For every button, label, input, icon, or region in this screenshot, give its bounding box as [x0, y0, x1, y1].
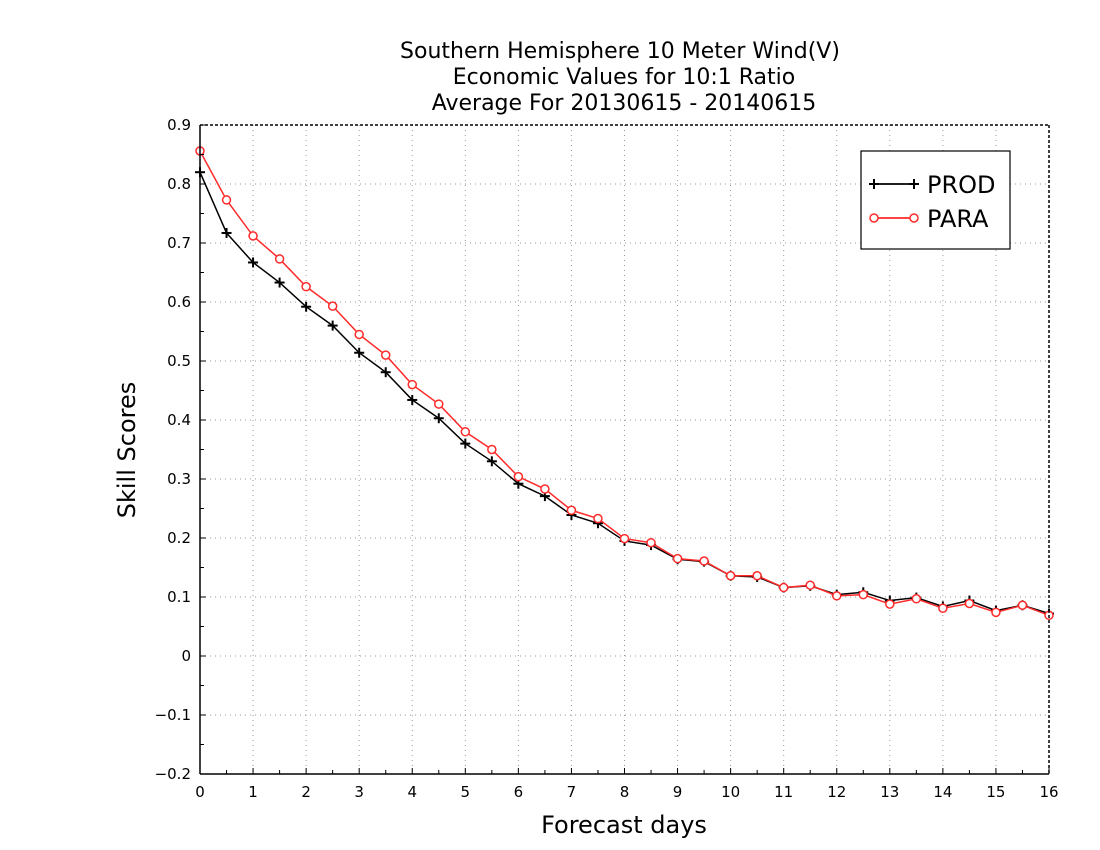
x-tick-label: 13: [880, 783, 899, 801]
data-point-para: [832, 591, 842, 601]
x-tick-label: 6: [514, 783, 524, 801]
chart-title-line-2: Economic Values for 10:1 Ratio: [453, 65, 795, 90]
series-layer: [195, 146, 1054, 621]
x-tick-label: 4: [407, 783, 417, 801]
data-point-prod: [327, 320, 338, 331]
x-tick-label: 5: [461, 783, 471, 801]
data-point-para: [460, 427, 471, 437]
data-point-para: [301, 281, 311, 292]
y-tick-label: 0.5: [167, 352, 191, 370]
chart-title-line-3: Average For 20130615 - 20140615: [432, 91, 817, 116]
y-tick-label: 0.1: [167, 588, 191, 606]
y-tick-label: 0.4: [167, 411, 191, 429]
data-point-para: [221, 195, 232, 205]
x-tick-label: 7: [567, 783, 577, 801]
data-point-prod: [433, 413, 444, 424]
data-point-para: [991, 607, 1001, 618]
data-point-para: [487, 444, 497, 455]
data-point-para: [964, 598, 975, 609]
legend-marker-prod: [909, 179, 919, 189]
data-point-prod: [380, 367, 391, 378]
y-tick-label: 0.6: [167, 293, 191, 311]
y-tick-label: −0.2: [155, 765, 191, 783]
legend: PROD PARA: [860, 150, 1011, 250]
data-point-para: [725, 571, 736, 581]
data-point-para: [699, 556, 709, 566]
x-axis-label: Forecast days: [541, 811, 707, 839]
legend-marker-para: [869, 213, 879, 223]
data-point-para: [274, 254, 285, 264]
data-point-para: [248, 231, 258, 241]
chart-title-line-1: Southern Hemisphere 10 Meter Wind(V): [400, 39, 840, 64]
data-point-para: [752, 571, 762, 581]
data-point-para: [434, 399, 444, 409]
data-point-para: [380, 350, 391, 360]
data-point-prod: [460, 438, 471, 449]
data-point-para: [885, 599, 895, 609]
data-point-para: [672, 553, 683, 564]
y-tick-label: −0.1: [155, 706, 191, 724]
x-tick-label: 1: [248, 783, 258, 801]
data-point-para: [593, 513, 603, 524]
legend-label-para: PARA: [927, 205, 989, 233]
y-tick-label: 0: [181, 647, 191, 665]
axis-ticks: 0 1 2 3 4 5 6 7 8 9 10 11 12 13 14 15 16−0.2−0.100.10.20…: [155, 116, 1059, 801]
data-point-prod: [486, 456, 497, 467]
y-tick-label: 0.8: [167, 175, 191, 193]
data-point-prod: [301, 301, 312, 312]
data-point-prod: [248, 257, 259, 268]
data-point-para: [540, 484, 550, 494]
y-axis-label: Skill Scores: [113, 382, 141, 519]
series-para: [195, 146, 1054, 621]
data-point-para: [646, 537, 656, 548]
data-point-para: [619, 533, 630, 544]
data-point-para: [778, 582, 789, 593]
data-point-prod: [274, 277, 285, 288]
data-point-para: [513, 471, 524, 482]
data-point-para: [354, 329, 364, 340]
x-tick-label: 8: [620, 783, 630, 801]
x-tick-label: 9: [673, 783, 683, 801]
data-point-para: [938, 603, 948, 613]
x-tick-label: 10: [721, 783, 740, 801]
legend-box: [860, 150, 1011, 250]
y-tick-label: 0.7: [167, 234, 191, 252]
x-tick-label: 15: [986, 783, 1005, 801]
data-point-prod: [354, 347, 365, 358]
data-point-para: [858, 589, 869, 600]
x-tick-label: 16: [1039, 783, 1058, 801]
data-point-para: [327, 301, 338, 311]
x-tick-label: 2: [301, 783, 311, 801]
legend-marker-para: [909, 213, 919, 223]
data-point-para: [566, 505, 577, 516]
data-point-prod: [407, 394, 418, 405]
x-tick-label: 3: [354, 783, 364, 801]
x-tick-label: 0: [195, 783, 205, 801]
legend-marker-prod: [869, 179, 879, 189]
y-tick-label: 0.3: [167, 470, 191, 488]
legend-label-prod: PROD: [927, 171, 996, 199]
data-point-prod: [221, 227, 232, 238]
x-tick-label: 14: [933, 783, 952, 801]
data-point-para: [805, 580, 815, 590]
data-point-para: [1017, 600, 1028, 611]
grid: [200, 125, 1049, 774]
x-tick-label: 11: [774, 783, 793, 801]
y-tick-label: 0.9: [167, 116, 191, 134]
y-tick-label: 0.2: [167, 529, 191, 547]
x-tick-label: 12: [827, 783, 846, 801]
data-point-para: [911, 594, 922, 604]
data-point-para: [407, 379, 417, 390]
